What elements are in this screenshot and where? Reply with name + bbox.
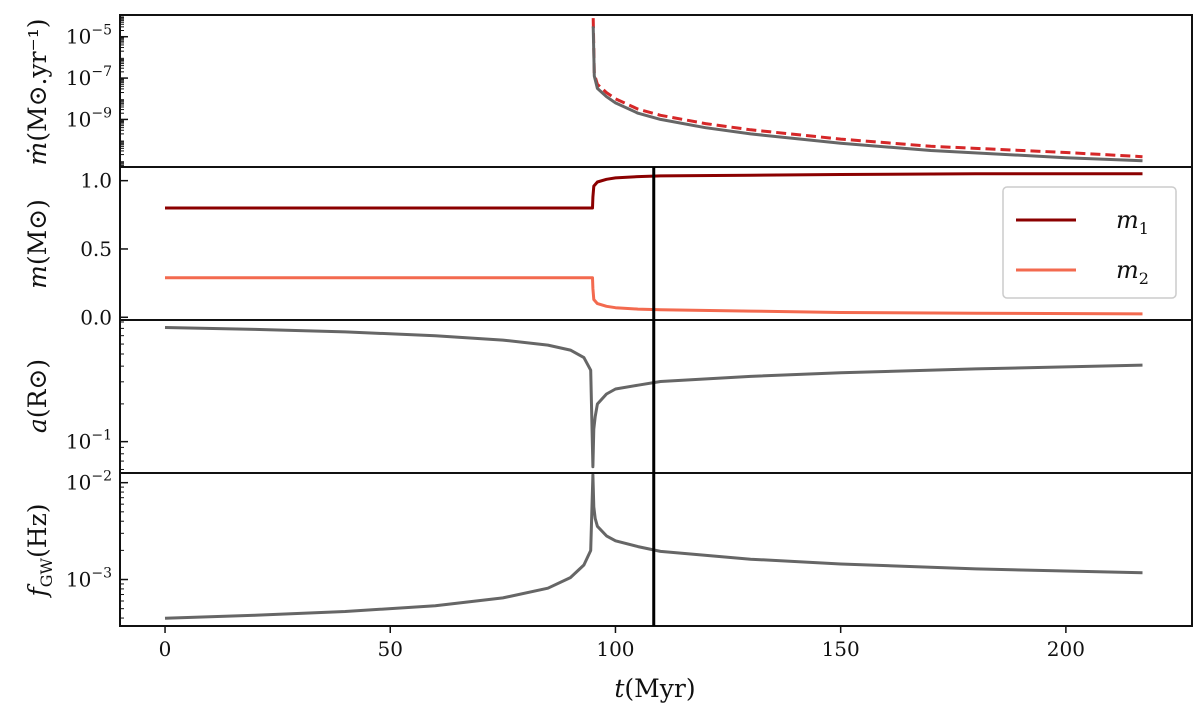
ytick-label-exp: −9 [91, 105, 112, 121]
ytick-label-exp: −3 [91, 566, 112, 582]
ytick-label-exp: −5 [91, 23, 112, 39]
ylabel-mdot-unit: (M⊙.yr⁻¹) [23, 18, 52, 141]
legend-label-m2-sub: 2 [1139, 269, 1149, 288]
panel-label-sep: a(R⊙) [23, 359, 52, 433]
series-line-mdot-0 [591, 18, 1143, 159]
legend-label-m1-sub: 1 [1139, 219, 1149, 238]
panel-label-mass: m(M⊙) [23, 199, 52, 289]
panel-sep: 10−1 [66, 319, 1193, 474]
x-axis-label-main: t [614, 674, 625, 703]
ytick-label-exp: −2 [91, 469, 112, 485]
svg-text:a(R⊙): a(R⊙) [23, 359, 52, 433]
xtick-label-3: 150 [822, 637, 860, 661]
legend: m1 m2 [1002, 186, 1177, 299]
legend-frame [1002, 186, 1177, 299]
panel-frame-mdot [119, 14, 1193, 168]
xtick-label-2: 100 [596, 637, 634, 661]
xtick-label-0: 0 [159, 637, 172, 661]
ytick-label-mdot-1: 10−7 [66, 64, 112, 90]
svg-text:m(M⊙): m(M⊙) [23, 199, 52, 289]
panel-series-mdot [591, 18, 1143, 163]
panel-frame-sep [119, 319, 1193, 474]
ylabel-fgw-main: f [23, 583, 52, 598]
ylabel-mass-unit: (M⊙) [23, 199, 52, 265]
ytick-label-base: 10 [66, 471, 91, 495]
panel-series-fgw [164, 473, 1143, 620]
ylabel-fgw-unit: (Hz) [23, 504, 52, 558]
panels-layer: 10−510−710−90.00.51.010−110−210−30 50 100 1… [66, 14, 1193, 661]
series-line-fgw-0 [164, 473, 1143, 620]
panel-series-mass [165, 172, 1143, 316]
xtick-label-1: 50 [378, 637, 403, 661]
panel-fgw: 10−210−3 [66, 469, 1193, 627]
series-line-mass-1 [165, 276, 1143, 316]
xtick-label-4: 200 [1047, 637, 1085, 661]
ytick-label-mdot-2: 10−9 [66, 105, 112, 131]
ytick-label-exp: −1 [91, 428, 112, 444]
panel-series-sep [164, 326, 1143, 469]
ytick-label-sep-0: 10−1 [66, 428, 112, 454]
ylabel-mass-main: m [23, 265, 52, 289]
ytick-label-base: 10 [66, 25, 91, 49]
ytick-label-base: 10 [66, 568, 91, 592]
series-line-mass-0 [165, 172, 1143, 210]
legend-label-m2-base: m [1116, 256, 1139, 284]
legend-label-m1: m1 [1116, 206, 1149, 238]
legend-label-m1-base: m [1116, 206, 1139, 234]
ytick-label-fgw-0: 10−2 [66, 469, 112, 495]
x-axis-label-unit: (Myr) [624, 674, 695, 703]
panel-mdot: 10−510−710−9 [66, 14, 1193, 168]
x-axis-label: t(Myr) [614, 674, 695, 703]
svg-text:ṁ(M⊙.yr⁻¹): ṁ(M⊙.yr⁻¹) [23, 18, 52, 165]
x-axis: 0 50 100 150 200 [159, 626, 1085, 661]
ytick-label-mass-1: 0.5 [80, 237, 112, 261]
ytick-label-fgw-1: 10−3 [66, 566, 112, 592]
ytick-label-mass-2: 1.0 [80, 169, 112, 193]
ylabel-sep-unit: (R⊙) [23, 359, 52, 418]
ytick-label-base: 10 [66, 66, 91, 90]
series-line-mdot-1 [591, 26, 1143, 163]
ytick-label-mass-0: 0.0 [80, 305, 112, 329]
ytick-label-base: 10 [66, 430, 91, 454]
series-line-sep-0 [164, 326, 1143, 469]
panel-label-fgw: fGW(Hz) [23, 504, 56, 599]
panel-label-mdot: ṁ(M⊙.yr⁻¹) [23, 18, 52, 165]
ylabel-fgw-sub: GW [37, 557, 56, 587]
ytick-label-exp: −7 [91, 64, 112, 80]
ytick-label-base: 10 [66, 107, 91, 131]
ytick-label-mdot-0: 10−5 [66, 23, 112, 49]
svg-text:fGW(Hz): fGW(Hz) [23, 504, 56, 599]
legend-label-m2: m2 [1116, 256, 1149, 288]
ylabel-mdot-main: ṁ [23, 142, 52, 166]
panel-frame-fgw [119, 472, 1193, 627]
ylabel-sep-main: a [23, 418, 52, 433]
